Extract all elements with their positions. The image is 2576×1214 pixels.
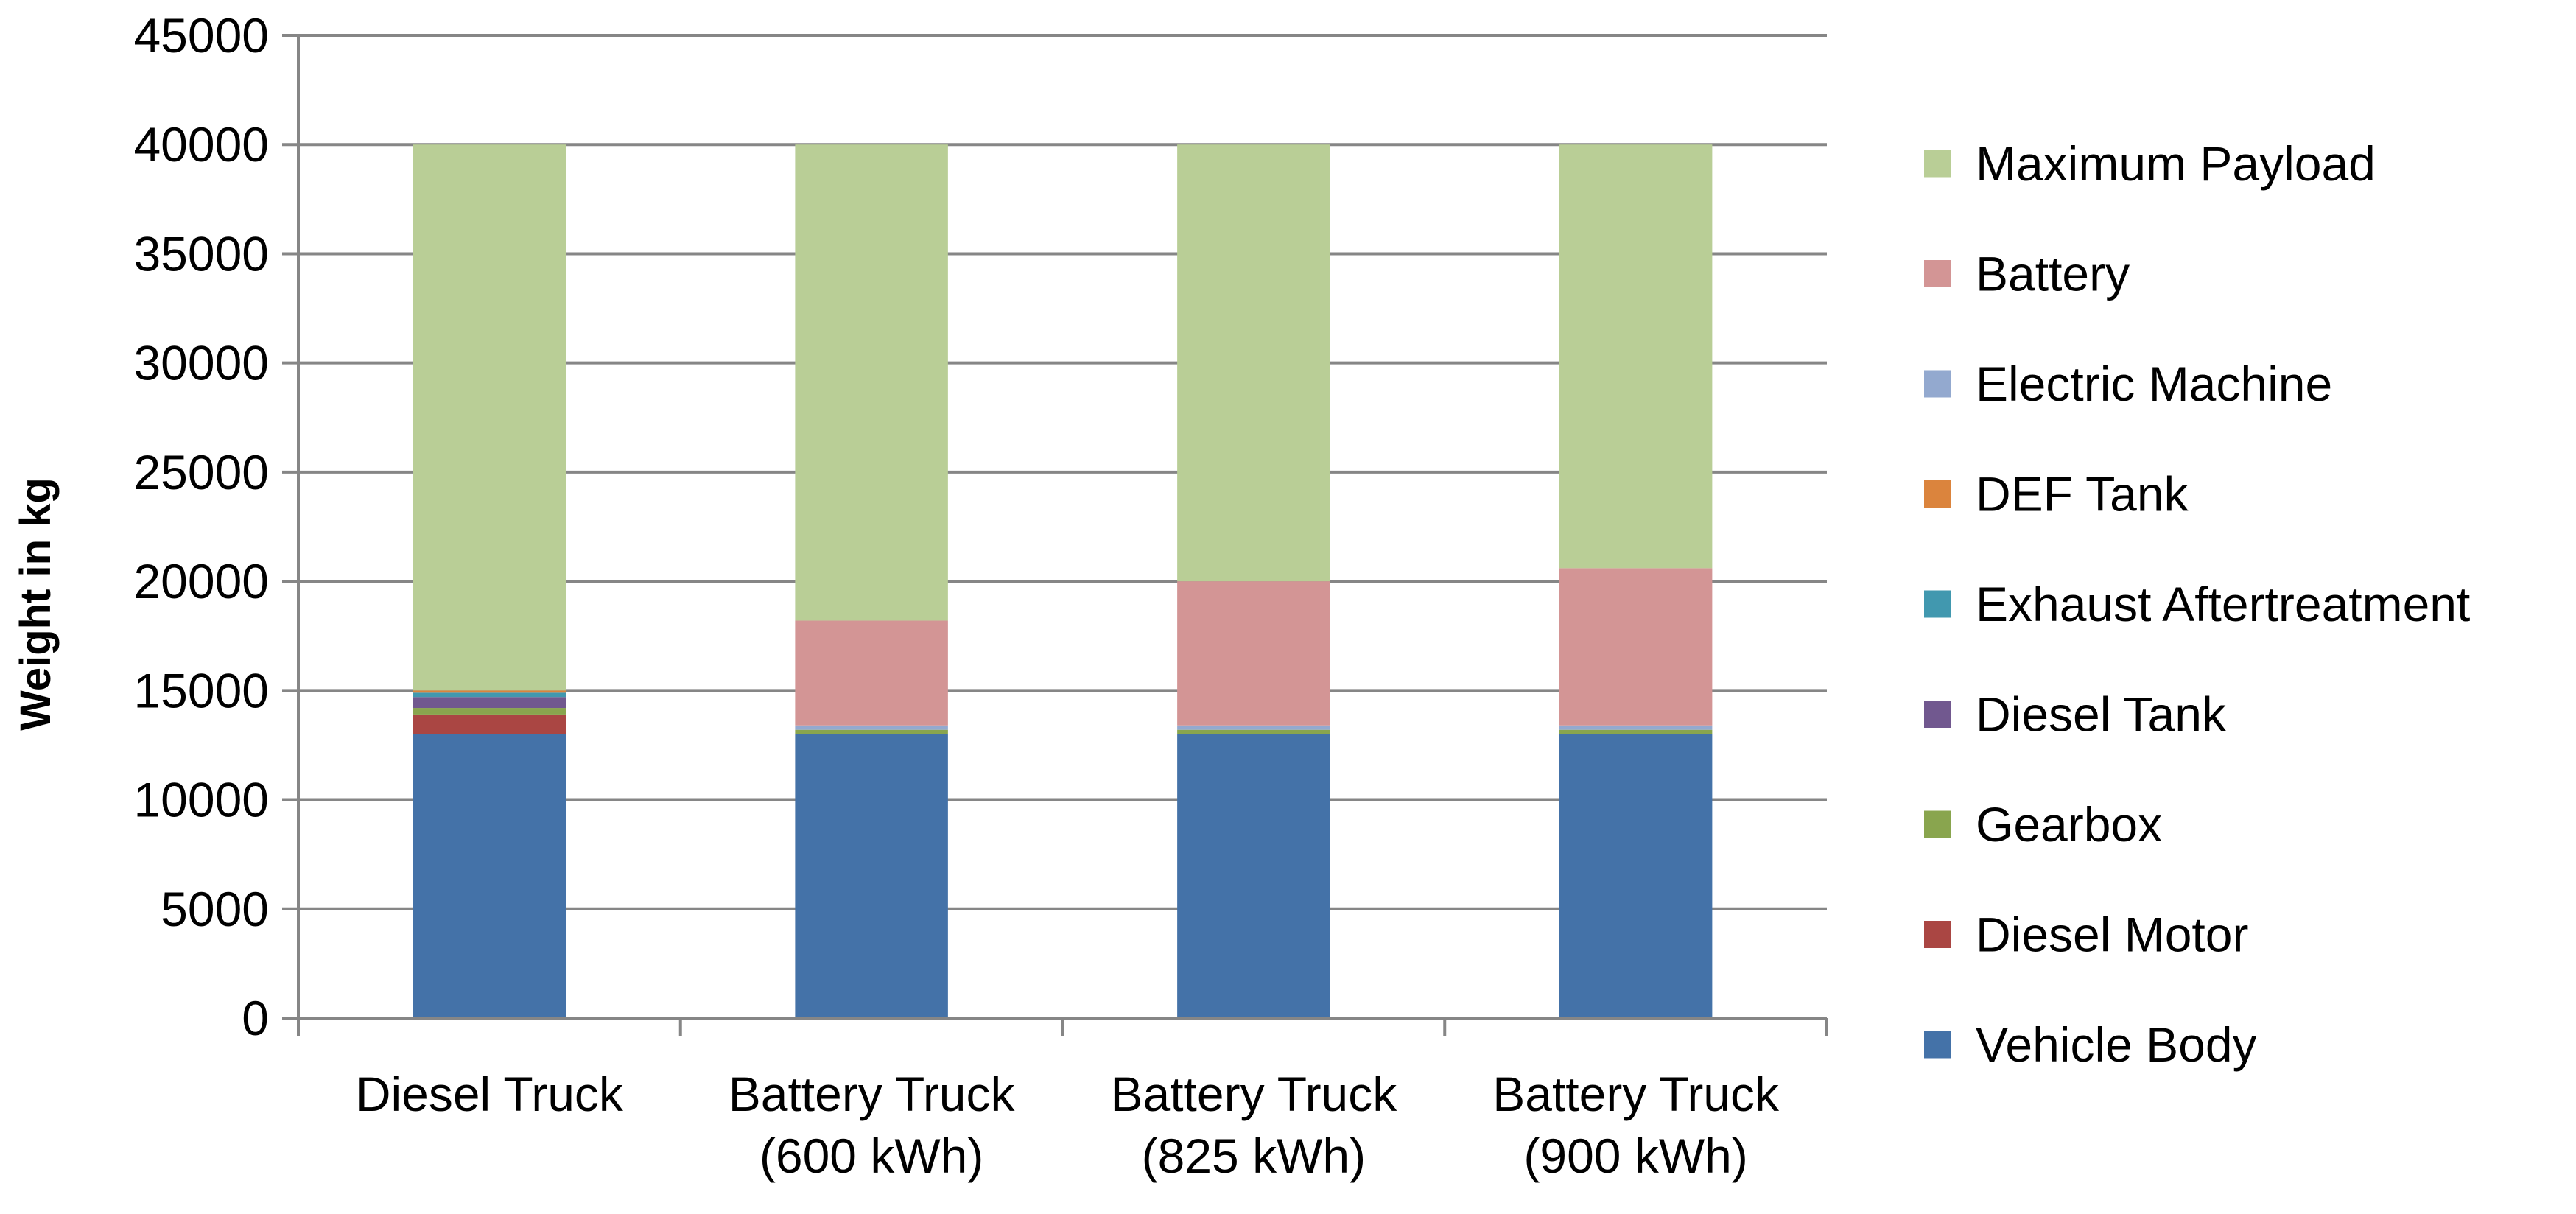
legend-swatch [1924,810,1951,838]
legend-label: Diesel Motor [1976,908,2248,962]
bar-segment [1177,729,1330,734]
y-axis-label: Weight in kg [12,477,60,731]
legend-label: Gearbox [1976,797,2162,852]
legend-swatch [1924,150,1951,178]
x-category-label: Diesel Truck [356,1067,624,1121]
bar-segment [795,620,948,726]
legend-swatch [1924,1031,1951,1059]
bar-segment [1177,734,1330,1018]
y-tick-label: 5000 [161,882,269,936]
legend-label: Electric Machine [1976,357,2332,411]
bar-segment [1177,725,1330,730]
legend-swatch [1924,590,1951,618]
bar-segment [795,734,948,1018]
x-category-labels: Diesel Truck Battery Truck (600 kWh) Batter… [356,1067,1780,1183]
x-category-label: Battery Truck [1492,1067,1780,1121]
y-tick-labels: 0 5000 10000 15000 20000 25000 30000 35000 40000… [133,8,269,1045]
bar-segment [413,714,566,734]
y-tick-label: 15000 [133,663,269,717]
bar-segment [413,708,566,715]
bar-segment [1559,734,1713,1018]
legend-swatch [1924,260,1951,287]
bar-segment [795,725,948,730]
axes [297,35,1828,1036]
bar-segment [1559,729,1713,734]
y-tick-label: 20000 [133,554,269,608]
y-tick-label: 25000 [133,445,269,499]
bar-segment [413,690,566,693]
bar-segment [1177,144,1330,582]
legend-label: Vehicle Body [1976,1017,2257,1072]
x-category-label: (825 kWh) [1142,1129,1366,1183]
x-category-label: (900 kWh) [1523,1129,1747,1183]
y-tick-label: 35000 [133,226,269,281]
legend-label: Maximum Payload [1976,136,2376,191]
bar-segment [413,734,566,1018]
legend-label: Exhaust Aftertreatment [1976,577,2470,631]
bar-segment [1559,568,1713,726]
bar-segment [1559,144,1713,569]
legend-swatch [1924,480,1951,508]
bar-segment [795,729,948,734]
y-tick-label: 10000 [133,773,269,827]
legend-label: Diesel Tank [1976,687,2227,742]
y-tick-label: 30000 [133,336,269,390]
bar-segment [413,697,566,709]
bar-segment [1177,581,1330,726]
bar-segment [1559,725,1713,730]
bar-segment [795,144,948,621]
x-category-label: Battery Truck [729,1067,1016,1121]
y-tick-label: 40000 [133,117,269,172]
legend-label: Battery [1976,247,2130,301]
legend-swatch [1924,701,1951,728]
legend-swatch [1924,370,1951,398]
legend-label: DEF Tank [1976,467,2189,522]
y-tick-label: 0 [242,991,269,1045]
bar-segment [413,144,566,691]
legend-swatch [1924,921,1951,948]
y-tick-label: 45000 [133,8,269,63]
legend: Maximum Payload Battery Electric Machine DE… [1924,136,2470,1072]
x-category-label: Battery Truck [1110,1067,1397,1121]
bars [413,144,1713,1018]
bar-segment [413,692,566,698]
x-category-label: (600 kWh) [759,1129,983,1183]
